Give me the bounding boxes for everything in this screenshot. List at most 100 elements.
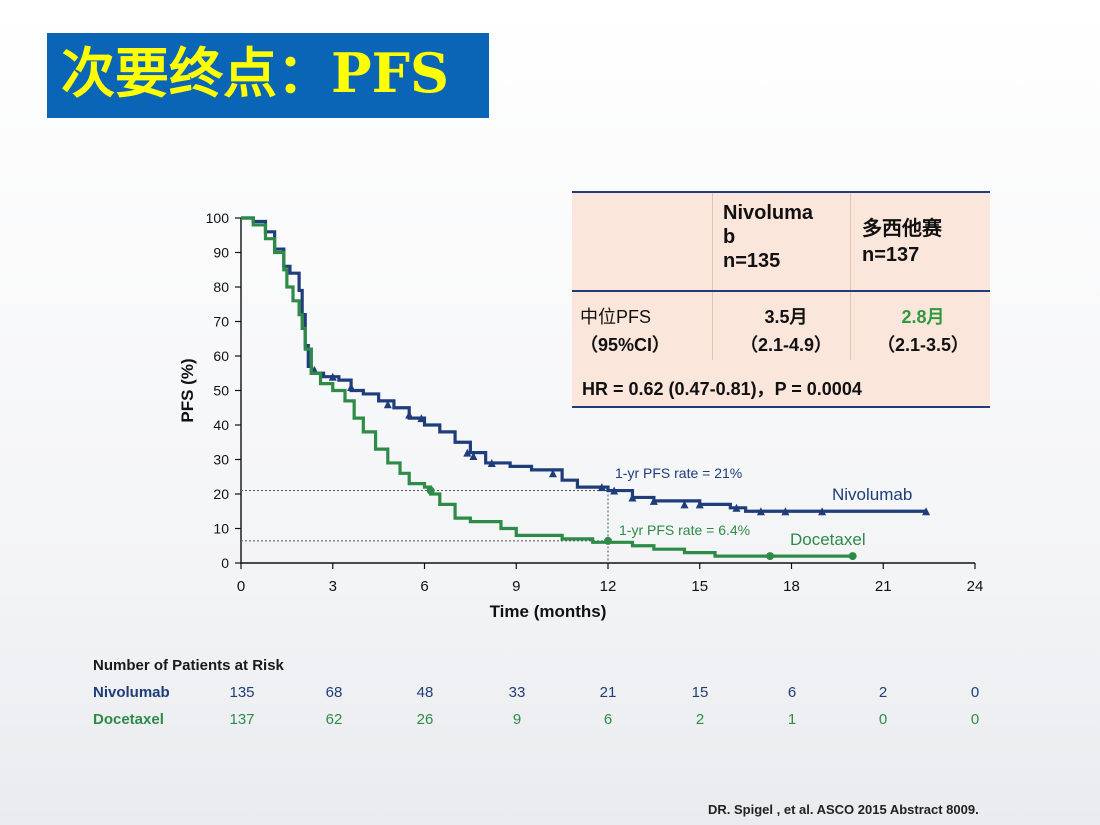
annotation-docetaxel-1yr: 1-yr PFS rate = 6.4% bbox=[619, 522, 750, 538]
censor-mark-nivolumab bbox=[469, 452, 478, 461]
header-docetaxel: 多西他赛 n=137 bbox=[862, 216, 942, 268]
table-divider bbox=[850, 191, 851, 291]
risk-value: 21 bbox=[599, 684, 617, 701]
y-tick-label: 100 bbox=[206, 210, 230, 226]
censor-mark-docetaxel bbox=[426, 486, 435, 495]
x-tick-label: 6 bbox=[420, 578, 428, 595]
risk-value: 135 bbox=[229, 684, 255, 701]
censor-mark-nivolumab bbox=[328, 372, 337, 381]
header-nivolumab: Nivoluma b n=135 bbox=[723, 201, 813, 273]
risk-row-label-nivolumab: Nivolumab bbox=[93, 684, 170, 701]
risk-value: 33 bbox=[508, 684, 526, 701]
row-label-line2: （95%CI） bbox=[580, 335, 671, 355]
slide-title: 次要终点：PFS bbox=[61, 41, 449, 105]
docetaxel-median: 2.8月 bbox=[901, 307, 945, 327]
y-tick-label: 30 bbox=[213, 452, 229, 468]
censor-mark-nivolumab bbox=[756, 507, 765, 516]
nivolumab-median-cell: 3.5月 （2.1-4.9） bbox=[722, 303, 850, 359]
series-label-nivolumab: Nivolumab bbox=[832, 485, 912, 504]
censor-mark-nivolumab bbox=[597, 483, 606, 492]
risk-value: 0 bbox=[878, 711, 888, 728]
censor-mark-nivolumab bbox=[463, 448, 472, 457]
series-line-docetaxel bbox=[241, 216, 853, 558]
risk-row-label-docetaxel: Docetaxel bbox=[93, 711, 164, 728]
header-docetaxel-line1: 多西他赛 bbox=[862, 218, 942, 240]
risk-value: 48 bbox=[416, 684, 434, 701]
censor-mark-nivolumab bbox=[649, 496, 658, 505]
censor-mark-nivolumab bbox=[732, 503, 741, 512]
y-tick-label: 50 bbox=[213, 383, 229, 399]
row-label-median-pfs: 中位PFS （95%CI） bbox=[580, 303, 670, 359]
y-tick-label: 80 bbox=[213, 279, 229, 295]
table-rule-top bbox=[572, 191, 990, 193]
censor-mark-nivolumab bbox=[781, 507, 790, 516]
x-tick-label: 21 bbox=[875, 578, 892, 595]
x-tick-label: 3 bbox=[329, 578, 337, 595]
censor-mark-nivolumab bbox=[922, 507, 931, 516]
table-rule-bottom bbox=[572, 406, 990, 408]
slide-title-banner: 次要终点：PFS bbox=[47, 33, 489, 118]
censor-mark-docetaxel bbox=[848, 552, 857, 561]
citation-footer: DR. Spigel , et al. ASCO 2015 Abstract 8… bbox=[708, 802, 979, 817]
risk-value: 2 bbox=[878, 684, 888, 701]
risk-value: 0 bbox=[970, 684, 980, 701]
x-tick-label: 12 bbox=[600, 578, 617, 595]
x-axis-title: Time (months) bbox=[490, 602, 607, 621]
x-tick-label: 15 bbox=[691, 578, 708, 595]
censor-mark-nivolumab bbox=[417, 414, 426, 423]
table-divider bbox=[712, 191, 713, 291]
censor-mark-nivolumab bbox=[383, 400, 392, 409]
risk-table-heading: Number of Patients at Risk bbox=[93, 657, 284, 674]
risk-value: 2 bbox=[695, 711, 705, 728]
x-tick-label: 9 bbox=[512, 578, 520, 595]
censor-mark-nivolumab bbox=[680, 500, 689, 509]
censor-mark-nivolumab bbox=[405, 410, 414, 419]
row-label-line1: 中位PFS bbox=[580, 307, 652, 327]
x-tick-label: 0 bbox=[237, 578, 245, 595]
censor-mark-nivolumab bbox=[628, 493, 637, 502]
risk-value: 9 bbox=[512, 711, 522, 728]
y-tick-label: 20 bbox=[213, 486, 229, 502]
header-docetaxel-line2: n=137 bbox=[862, 244, 920, 266]
censor-mark-nivolumab bbox=[487, 458, 496, 467]
docetaxel-ci: （2.1-3.5） bbox=[876, 335, 970, 355]
risk-value: 68 bbox=[325, 684, 343, 701]
y-tick-label: 40 bbox=[213, 417, 229, 433]
header-nivolumab-line2: b bbox=[723, 226, 736, 248]
table-divider bbox=[850, 292, 851, 360]
header-nivolumab-line3: n=135 bbox=[723, 250, 781, 272]
risk-value: 0 bbox=[970, 711, 980, 728]
risk-value: 6 bbox=[787, 684, 797, 701]
docetaxel-median-cell: 2.8月 （2.1-3.5） bbox=[856, 303, 990, 359]
y-axis-title: PFS (%) bbox=[178, 358, 197, 422]
risk-value: 1 bbox=[787, 711, 797, 728]
risk-value: 6 bbox=[603, 711, 613, 728]
censor-mark-nivolumab bbox=[610, 486, 619, 495]
y-tick-label: 0 bbox=[221, 555, 229, 571]
stats-table: Nivoluma b n=135 多西他赛 n=137 中位PFS （95%CI… bbox=[572, 191, 990, 408]
y-tick-label: 90 bbox=[213, 245, 229, 261]
risk-value: 26 bbox=[416, 711, 434, 728]
risk-value: 137 bbox=[229, 711, 255, 728]
risk-value: 62 bbox=[325, 711, 343, 728]
censor-mark-nivolumab bbox=[818, 507, 827, 516]
censor-mark-docetaxel bbox=[604, 536, 612, 545]
annotation-nivolumab-1yr: 1-yr PFS rate = 21% bbox=[615, 465, 742, 481]
nivolumab-ci: （2.1-4.9） bbox=[739, 335, 833, 355]
y-tick-label: 70 bbox=[213, 314, 229, 330]
x-tick-label: 18 bbox=[783, 578, 800, 595]
censor-mark-nivolumab bbox=[695, 500, 704, 509]
series-label-docetaxel: Docetaxel bbox=[790, 530, 866, 549]
table-rule-mid bbox=[572, 290, 990, 292]
hazard-ratio: HR = 0.62 (0.47-0.81)，P = 0.0004 bbox=[582, 379, 862, 399]
censor-mark-nivolumab bbox=[548, 469, 557, 478]
series-line-nivolumab bbox=[241, 216, 927, 513]
x-tick-label: 24 bbox=[967, 578, 984, 595]
table-divider bbox=[712, 292, 713, 360]
y-tick-label: 10 bbox=[213, 521, 229, 537]
censor-mark-docetaxel bbox=[766, 552, 775, 561]
risk-value: 15 bbox=[691, 684, 709, 701]
y-tick-label: 60 bbox=[213, 348, 229, 364]
